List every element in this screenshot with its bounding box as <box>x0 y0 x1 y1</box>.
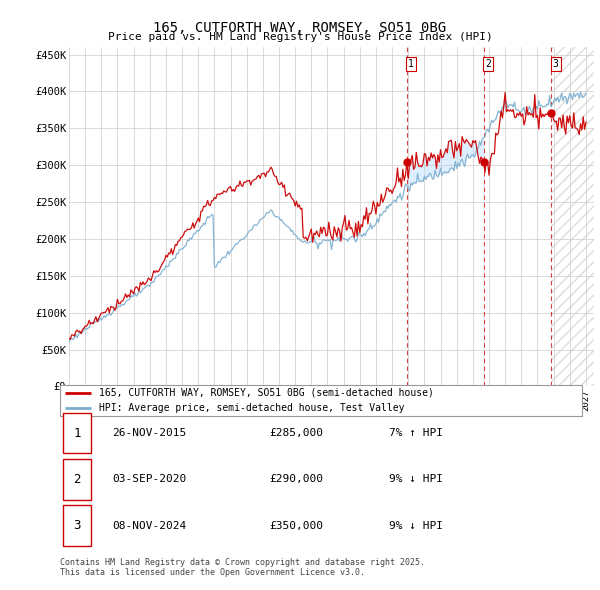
Text: £285,000: £285,000 <box>269 428 323 438</box>
Text: 3: 3 <box>73 519 81 532</box>
Bar <box>551 47 594 386</box>
Text: £290,000: £290,000 <box>269 474 323 484</box>
Text: 165, CUTFORTH WAY, ROMSEY, SO51 0BG: 165, CUTFORTH WAY, ROMSEY, SO51 0BG <box>154 21 446 35</box>
Text: 2: 2 <box>485 59 491 69</box>
Text: Contains HM Land Registry data © Crown copyright and database right 2025.
This d: Contains HM Land Registry data © Crown c… <box>60 558 425 577</box>
FancyBboxPatch shape <box>60 385 582 416</box>
Text: HPI: Average price, semi-detached house, Test Valley: HPI: Average price, semi-detached house,… <box>99 404 404 413</box>
Text: 9% ↓ HPI: 9% ↓ HPI <box>389 520 443 530</box>
Text: 3: 3 <box>553 59 559 69</box>
Text: 03-SEP-2020: 03-SEP-2020 <box>112 474 187 484</box>
FancyBboxPatch shape <box>62 413 91 453</box>
Text: 9% ↓ HPI: 9% ↓ HPI <box>389 474 443 484</box>
Text: 7% ↑ HPI: 7% ↑ HPI <box>389 428 443 438</box>
Text: 08-NOV-2024: 08-NOV-2024 <box>112 520 187 530</box>
FancyBboxPatch shape <box>62 459 91 500</box>
Text: 2: 2 <box>73 473 81 486</box>
Text: 165, CUTFORTH WAY, ROMSEY, SO51 0BG (semi-detached house): 165, CUTFORTH WAY, ROMSEY, SO51 0BG (sem… <box>99 388 434 398</box>
Text: 1: 1 <box>73 427 81 440</box>
Text: 26-NOV-2015: 26-NOV-2015 <box>112 428 187 438</box>
Text: 1: 1 <box>408 59 414 69</box>
FancyBboxPatch shape <box>62 506 91 546</box>
Text: Price paid vs. HM Land Registry's House Price Index (HPI): Price paid vs. HM Land Registry's House … <box>107 32 493 42</box>
Text: £350,000: £350,000 <box>269 520 323 530</box>
